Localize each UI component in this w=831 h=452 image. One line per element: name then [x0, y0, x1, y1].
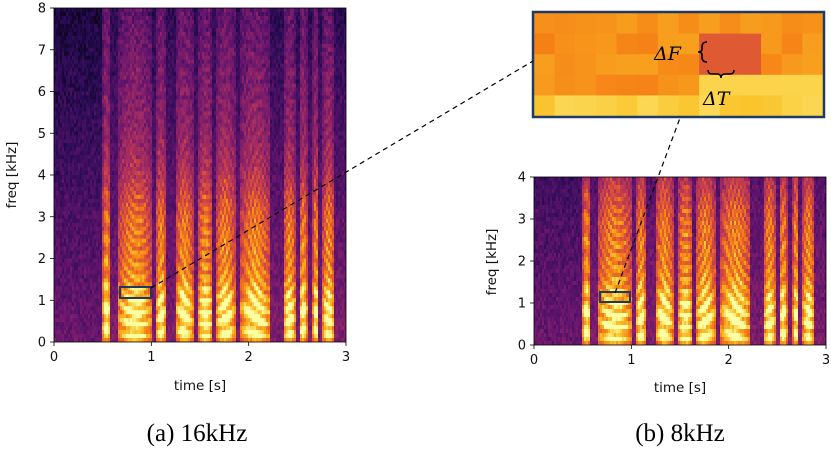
x-tick-label: 1	[147, 350, 155, 365]
highlight-box-a	[119, 286, 152, 299]
x-tick-label: 3	[342, 350, 350, 365]
y-tick-label: 4	[38, 169, 46, 184]
y-tick-label: 6	[38, 85, 46, 100]
x-tick-label: 3	[822, 353, 830, 368]
delta-f-brace	[697, 41, 708, 63]
delta-t-label: ΔT	[702, 88, 731, 110]
zoom-inset: ΔF ΔT	[531, 10, 826, 119]
spectrogram-8khz-panel: 0 1 2 3 0 1 2 3 4 time [s] freq [kHz] (b) 8kHz	[484, 171, 830, 448]
caption-b: (b) 8kHz	[635, 420, 725, 447]
y-tick-label: 0	[518, 339, 526, 354]
x-axis-label-a: time [s]	[174, 378, 226, 394]
caption-a: (a) 16kHz	[147, 420, 248, 447]
connector-line-b	[614, 117, 681, 294]
x-axis-label-b: time [s]	[654, 380, 706, 396]
x-tick-label: 2	[245, 350, 253, 365]
y-tick-label: 8	[38, 2, 46, 17]
connector-line-a	[150, 60, 534, 289]
y-axis-label-a: freq [kHz]	[4, 142, 20, 209]
y-tick-label: 2	[518, 255, 526, 270]
y-tick-label: 7	[38, 43, 46, 58]
x-tick-label: 2	[725, 353, 733, 368]
delta-t-brace	[707, 69, 735, 79]
spectrogram-16khz-panel: 0 1 2 3 0 1 2 3 4 5 6 7 8 time [s] freq [kHz] (a) 16…	[4, 2, 350, 448]
y-tick-label: 3	[518, 213, 526, 228]
y-tick-label: 5	[38, 127, 46, 142]
y-tick-label: 2	[38, 252, 46, 267]
y-tick-label: 3	[38, 210, 46, 225]
y-tick-label: 0	[38, 336, 46, 351]
y-tick-label: 1	[518, 297, 526, 312]
y-tick-label: 1	[38, 294, 46, 309]
spectrogram-16khz-image	[54, 8, 346, 342]
x-tick-label: 0	[50, 350, 58, 365]
x-tick-label: 0	[530, 353, 538, 368]
x-tick-label: 1	[627, 353, 635, 368]
spectrogram-8khz-image	[534, 177, 826, 345]
y-tick-label: 4	[518, 171, 526, 186]
delta-f-label: ΔF	[653, 43, 682, 65]
zoom-inset-pixels	[534, 13, 823, 116]
zoom-inset-frame	[531, 10, 826, 119]
y-axis-label-b: freq [kHz]	[484, 229, 500, 296]
